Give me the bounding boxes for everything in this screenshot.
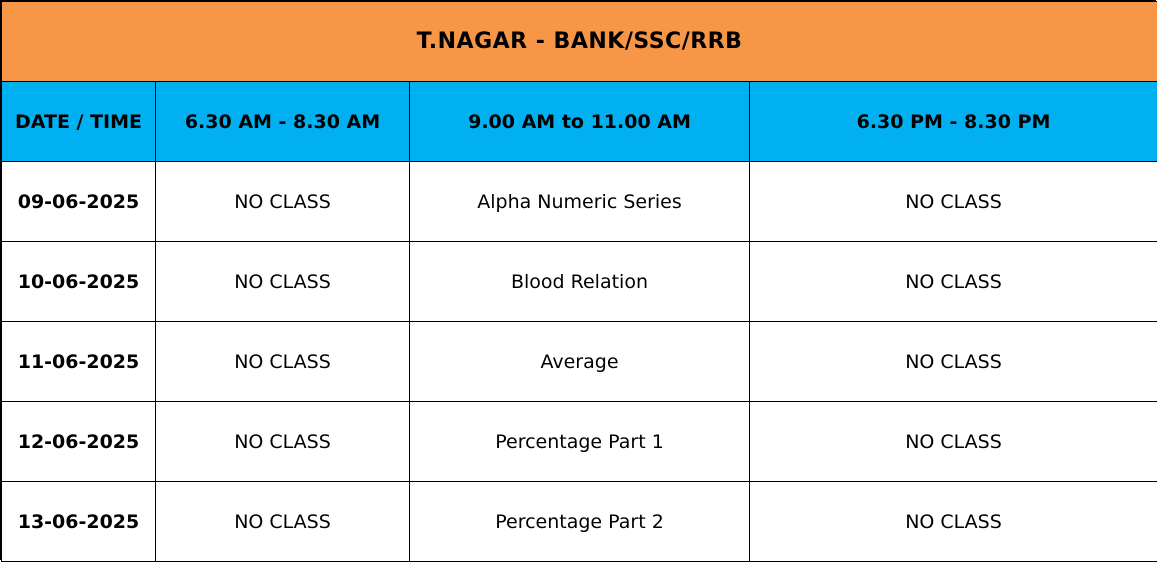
table-row: 09-06-2025 NO CLASS Alpha Numeric Series… [2,162,1157,242]
header-slot-morning: 9.00 AM to 11.00 AM [410,82,750,162]
slot3-cell: NO CLASS [750,322,1157,402]
date-cell: 10-06-2025 [2,242,156,322]
slot1-cell: NO CLASS [156,242,410,322]
schedule-title: T.NAGAR - BANK/SSC/RRB [2,2,1157,82]
slot1-cell: NO CLASS [156,162,410,242]
table-row: 12-06-2025 NO CLASS Percentage Part 1 NO… [2,402,1157,482]
slot1-cell: NO CLASS [156,482,410,562]
slot1-cell: NO CLASS [156,322,410,402]
slot2-cell: Blood Relation [410,242,750,322]
slot1-cell: NO CLASS [156,402,410,482]
header-slot-evening: 6.30 PM - 8.30 PM [750,82,1157,162]
slot2-cell: Percentage Part 1 [410,402,750,482]
slot2-cell: Average [410,322,750,402]
date-cell: 12-06-2025 [2,402,156,482]
header-row: DATE / TIME 6.30 AM - 8.30 AM 9.00 AM to… [2,82,1157,162]
date-cell: 11-06-2025 [2,322,156,402]
slot2-cell: Percentage Part 2 [410,482,750,562]
slot3-cell: NO CLASS [750,402,1157,482]
header-slot-morning-early: 6.30 AM - 8.30 AM [156,82,410,162]
title-row: T.NAGAR - BANK/SSC/RRB [2,2,1157,82]
date-cell: 13-06-2025 [2,482,156,562]
table-row: 13-06-2025 NO CLASS Percentage Part 2 NO… [2,482,1157,562]
slot3-cell: NO CLASS [750,162,1157,242]
table-row: 11-06-2025 NO CLASS Average NO CLASS [2,322,1157,402]
slot3-cell: NO CLASS [750,482,1157,562]
slot2-cell: Alpha Numeric Series [410,162,750,242]
date-cell: 09-06-2025 [2,162,156,242]
table-row: 10-06-2025 NO CLASS Blood Relation NO CL… [2,242,1157,322]
header-date-time: DATE / TIME [2,82,156,162]
slot3-cell: NO CLASS [750,242,1157,322]
